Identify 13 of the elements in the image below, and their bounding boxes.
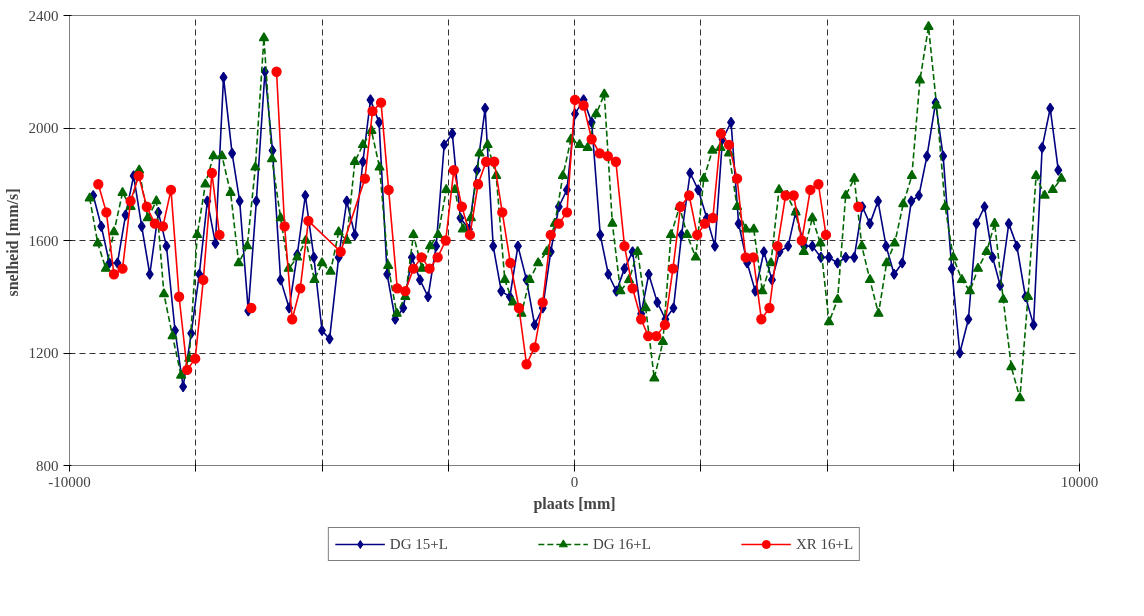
- y-tick-label: 1600: [28, 232, 59, 249]
- x-tick-label: 10000: [1060, 473, 1099, 490]
- x-tick-label: 0: [570, 473, 579, 490]
- y-tick-label: 1200: [28, 345, 59, 361]
- legend-label: DG 15+L: [389, 535, 448, 553]
- y-tick-label: 2000: [28, 120, 59, 136]
- legend-label: XR 16+L: [795, 535, 854, 553]
- x-axis-title: plaats [mm]: [533, 494, 616, 513]
- y-axis-title: snelheid [mm/s]: [3, 188, 21, 297]
- legend-label: DG 16+L: [592, 535, 651, 553]
- y-tick-label: 800: [36, 457, 59, 474]
- x-tick-label: -10000: [48, 473, 91, 490]
- y-tick-label: 2400: [28, 7, 59, 24]
